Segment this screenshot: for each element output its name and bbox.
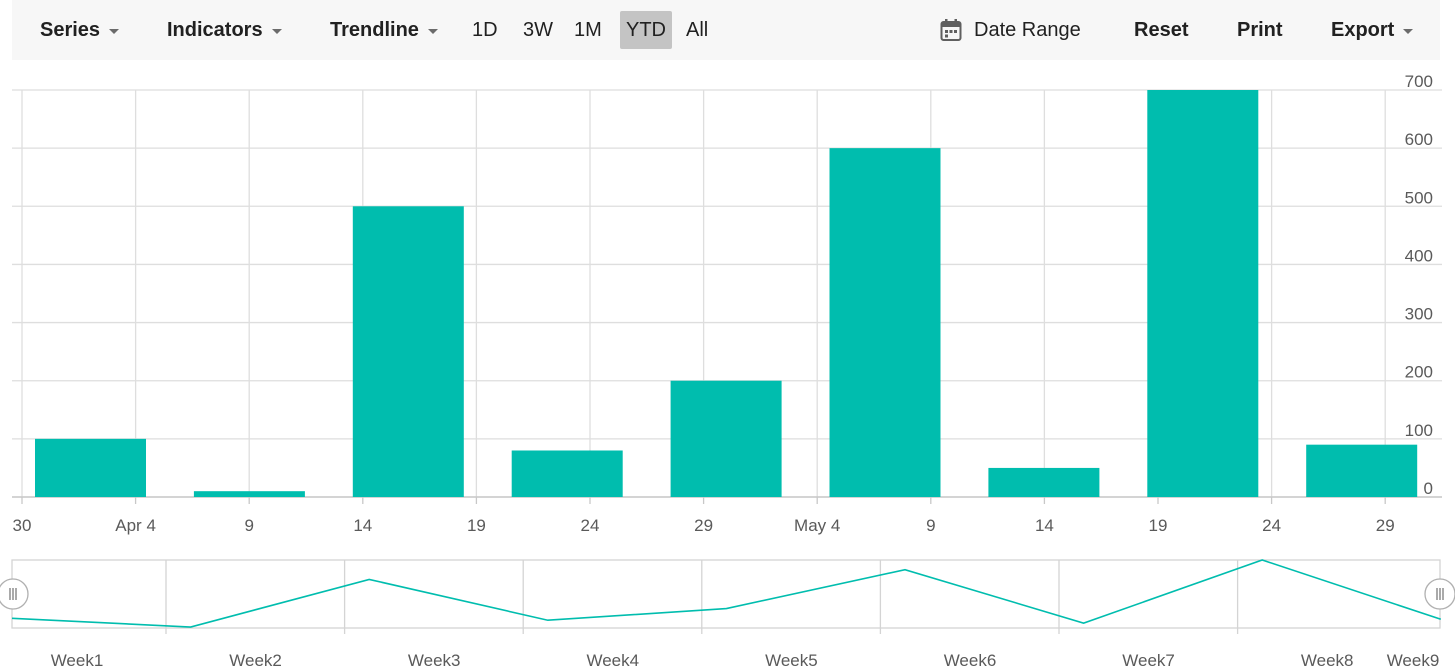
period-ytd-button[interactable]: YTD	[620, 11, 672, 49]
navigator-label: Week8	[1301, 651, 1354, 668]
navigator-left-thumb[interactable]	[0, 578, 29, 610]
trendline-dropdown[interactable]: Trendline	[330, 0, 438, 60]
navigator-label: Week1	[51, 651, 104, 668]
y-tick-label: 200	[1405, 363, 1433, 382]
y-tick-label: 300	[1405, 305, 1433, 324]
x-tick-label: 30	[13, 516, 32, 535]
x-tick-label: Apr 4	[115, 516, 156, 535]
period-3w-button[interactable]: 3W	[523, 18, 553, 41]
export-label: Export	[1331, 18, 1395, 41]
series-dropdown[interactable]: Series	[40, 0, 120, 60]
period-all-button[interactable]: All	[686, 18, 709, 41]
export-dropdown[interactable]: Export	[1331, 0, 1414, 60]
x-tick-label: 14	[353, 516, 372, 535]
bar-mark[interactable]	[193, 491, 305, 497]
print-button[interactable]: Print	[1237, 18, 1283, 41]
x-tick-label: 9	[926, 516, 935, 535]
series-label: Series	[40, 18, 101, 41]
indicators-label: Indicators	[167, 18, 263, 41]
navigator-label: Week7	[1122, 651, 1175, 668]
x-tick-label: 24	[581, 516, 600, 535]
bar-mark[interactable]	[670, 380, 782, 497]
navigator-label: Week3	[408, 651, 461, 668]
x-tick-label: 9	[244, 516, 253, 535]
navigator-label: Week9	[1387, 651, 1440, 668]
date-range-button[interactable]: Date Range	[940, 0, 1081, 60]
navigator-label: Week6	[944, 651, 997, 668]
y-tick-label: 100	[1405, 421, 1433, 440]
x-tick-label: 29	[1376, 516, 1395, 535]
bar-mark[interactable]	[511, 450, 623, 497]
y-tick-label: 700	[1405, 72, 1433, 91]
bar-mark[interactable]	[35, 438, 146, 497]
trendline-label: Trendline	[330, 18, 419, 41]
y-tick-label: 0	[1424, 479, 1433, 498]
y-tick-label: 500	[1405, 188, 1433, 207]
x-tick-label: 24	[1262, 516, 1281, 535]
date-range-label: Date Range	[974, 18, 1081, 41]
reset-button[interactable]: Reset	[1134, 18, 1189, 41]
bar-mark[interactable]	[988, 467, 1100, 497]
chevron-down-icon	[427, 28, 438, 34]
calendar-icon	[940, 19, 962, 41]
navigator-label: Week5	[765, 651, 818, 668]
y-tick-label: 600	[1405, 130, 1433, 149]
chart-toolbar: Series Indicators Trendline 1D 3W 1M YTD…	[12, 0, 1440, 60]
x-tick-label: 19	[467, 516, 486, 535]
navigator-label: Week2	[229, 651, 282, 668]
bar-mark[interactable]	[829, 148, 941, 497]
bar-mark[interactable]	[1306, 444, 1418, 497]
navigator-label: Week4	[586, 651, 639, 668]
x-tick-label: 29	[694, 516, 713, 535]
bar-mark[interactable]	[352, 206, 464, 498]
bar-mark[interactable]	[1147, 90, 1259, 497]
chevron-down-icon	[1403, 28, 1414, 34]
main-column-chart: 0 100 200 300 400 500 600 700 30 Apr 4 9 14 19 24 29 Ma…	[12, 72, 1442, 535]
period-1m-button[interactable]: 1M	[574, 18, 602, 41]
navigator-series-line	[11, 559, 1442, 628]
y-tick-label: 400	[1405, 246, 1433, 265]
x-tick-label: 19	[1149, 516, 1168, 535]
range-navigator-plot[interactable]: Week1 Week2 Week3 Week4 Week5 Week6 Week7 Week8…	[0, 556, 1455, 668]
chevron-down-icon	[271, 28, 282, 34]
x-tick-label: 14	[1035, 516, 1054, 535]
chevron-down-icon	[109, 28, 120, 34]
x-tick-label: May 4	[794, 516, 840, 535]
indicators-dropdown[interactable]: Indicators	[167, 0, 282, 60]
period-1d-button[interactable]: 1D	[472, 18, 498, 41]
navigator-right-thumb[interactable]	[1424, 578, 1455, 610]
